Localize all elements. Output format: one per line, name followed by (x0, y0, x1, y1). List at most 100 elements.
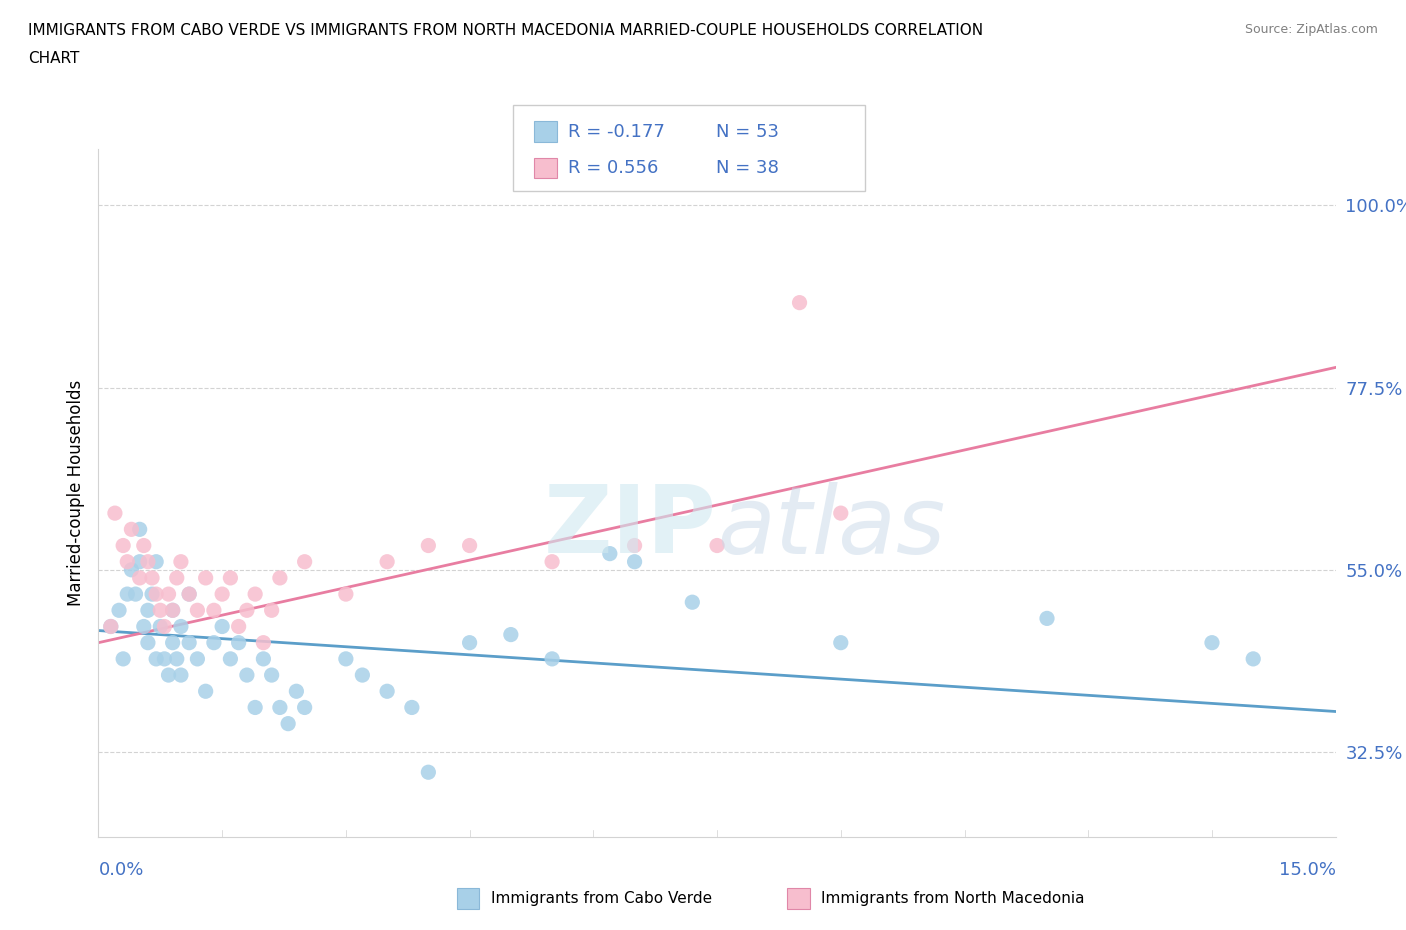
Point (211, 619, 233, 634)
Text: Immigrants from Cabo Verde: Immigrants from Cabo Verde (491, 891, 711, 906)
Text: R = 0.556: R = 0.556 (568, 159, 658, 177)
Point (166, 651, 188, 666)
Point (458, 538, 481, 553)
Point (260, 603, 283, 618)
Point (120, 522, 142, 537)
Point (179, 587, 201, 602)
Point (170, 554, 193, 569)
Point (269, 570, 291, 585)
Point (211, 587, 233, 602)
Point (194, 684, 217, 698)
Point (252, 651, 274, 666)
Point (243, 587, 266, 602)
Text: 15.0%: 15.0% (1278, 860, 1336, 879)
Point (153, 651, 176, 666)
Point (162, 635, 184, 650)
Point (179, 587, 201, 602)
Point (157, 668, 180, 683)
Point (541, 651, 564, 666)
Point (145, 587, 167, 602)
Point (228, 635, 250, 650)
Point (194, 570, 217, 585)
Point (117, 587, 139, 602)
Point (100, 619, 122, 634)
Text: 0.0%: 0.0% (98, 860, 143, 879)
Text: CHART: CHART (28, 51, 80, 66)
Point (335, 587, 357, 602)
Text: IMMIGRANTS FROM CABO VERDE VS IMMIGRANTS FROM NORTH MACEDONIA MARRIED-COUPLE HOU: IMMIGRANTS FROM CABO VERDE VS IMMIGRANTS… (28, 23, 983, 38)
Point (236, 603, 259, 618)
Y-axis label: Married-couple Households: Married-couple Households (66, 379, 84, 606)
Point (170, 619, 193, 634)
Point (681, 595, 703, 610)
Point (335, 651, 357, 666)
Point (149, 603, 172, 618)
Point (136, 554, 159, 569)
Point (132, 538, 155, 553)
Point (179, 635, 201, 650)
Point (1201, 635, 1223, 650)
Text: R = -0.177: R = -0.177 (568, 123, 665, 140)
Point (128, 554, 150, 569)
Point (219, 570, 242, 585)
Text: Immigrants from North Macedonia: Immigrants from North Macedonia (821, 891, 1084, 906)
Text: N = 53: N = 53 (716, 123, 779, 140)
Point (145, 651, 167, 666)
Point (352, 668, 374, 683)
Point (170, 668, 193, 683)
Point (202, 635, 225, 650)
Point (104, 506, 127, 521)
Point (149, 619, 172, 634)
Point (706, 538, 728, 553)
Text: atlas: atlas (717, 482, 945, 573)
Point (277, 716, 299, 731)
Point (499, 627, 522, 642)
Point (100, 619, 122, 634)
Point (1241, 651, 1264, 666)
Point (418, 764, 440, 779)
Text: Source: ZipAtlas.com: Source: ZipAtlas.com (1244, 23, 1378, 36)
Point (112, 651, 135, 666)
Point (1036, 611, 1059, 626)
Point (458, 635, 481, 650)
Point (236, 668, 259, 683)
Point (541, 554, 564, 569)
Point (124, 587, 146, 602)
Point (112, 538, 135, 553)
Point (202, 603, 225, 618)
Point (599, 546, 621, 561)
Point (120, 563, 142, 578)
Text: ZIP: ZIP (544, 482, 717, 573)
Point (830, 635, 852, 650)
Text: N = 38: N = 38 (716, 159, 779, 177)
Point (153, 619, 176, 634)
Point (186, 603, 208, 618)
Point (375, 684, 398, 698)
Point (830, 506, 852, 521)
Point (285, 684, 308, 698)
Point (157, 587, 180, 602)
Point (243, 700, 266, 715)
Point (418, 538, 440, 553)
Point (401, 700, 423, 715)
Point (294, 554, 316, 569)
Point (228, 619, 250, 634)
Point (186, 651, 208, 666)
Point (219, 651, 242, 666)
Point (128, 570, 150, 585)
Point (162, 603, 184, 618)
Point (269, 700, 291, 715)
Point (132, 619, 155, 634)
Point (108, 603, 131, 618)
Point (623, 538, 645, 553)
Point (117, 554, 139, 569)
Point (162, 603, 184, 618)
Point (136, 635, 159, 650)
Point (141, 570, 163, 585)
Point (252, 635, 274, 650)
Point (145, 554, 167, 569)
Point (375, 554, 398, 569)
Point (623, 554, 645, 569)
Point (789, 295, 811, 310)
Point (141, 587, 163, 602)
